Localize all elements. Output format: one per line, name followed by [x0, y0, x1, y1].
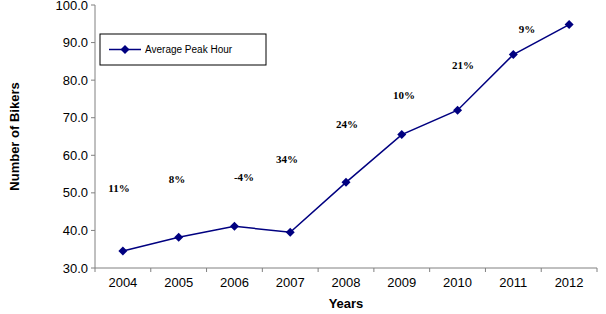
- x-tick-separator: [541, 268, 542, 272]
- y-tick: [91, 230, 95, 231]
- x-tick-label: 2005: [164, 275, 193, 290]
- x-tick-separator: [95, 268, 96, 272]
- annotation: -4%: [234, 171, 254, 183]
- annotation: 9%: [519, 23, 536, 35]
- data-point: [118, 247, 127, 256]
- y-tick-label: 70.0: [63, 110, 88, 125]
- x-tick-label: 2012: [555, 275, 584, 290]
- x-tick-label: 2007: [276, 275, 305, 290]
- x-tick-separator: [485, 268, 486, 272]
- data-point: [565, 20, 574, 29]
- y-tick-label: 40.0: [63, 223, 88, 238]
- data-point: [453, 106, 462, 115]
- data-point: [397, 130, 406, 139]
- y-tick-label: 80.0: [63, 73, 88, 88]
- data-point: [286, 228, 295, 237]
- x-tick-separator: [150, 268, 151, 272]
- y-tick: [91, 5, 95, 6]
- y-tick: [91, 192, 95, 193]
- y-tick: [91, 155, 95, 156]
- data-point: [230, 222, 239, 231]
- annotation: 21%: [452, 59, 474, 71]
- annotation: 11%: [108, 182, 129, 194]
- y-tick-label: 90.0: [63, 35, 88, 50]
- y-tick-label: 60.0: [63, 148, 88, 163]
- x-tick-label: 2004: [108, 275, 137, 290]
- y-tick: [91, 80, 95, 81]
- legend-label: Average Peak Hour: [145, 44, 233, 55]
- x-tick-label: 2009: [387, 275, 416, 290]
- data-point: [174, 233, 183, 242]
- x-tick-label: 2006: [220, 275, 249, 290]
- x-tick-label: 2010: [443, 275, 472, 290]
- x-tick-label: 2011: [499, 275, 527, 290]
- data-point: [342, 178, 351, 187]
- x-tick-separator: [206, 268, 207, 272]
- x-tick-separator: [262, 268, 263, 272]
- legend: Average Peak Hour: [100, 34, 266, 65]
- annotation: 24%: [336, 118, 358, 130]
- legend-box: [100, 34, 266, 65]
- legend-marker: [121, 45, 130, 54]
- x-tick-separator: [429, 268, 430, 272]
- y-tick-label: 30.0: [63, 261, 88, 276]
- x-tick-separator: [597, 268, 598, 272]
- annotation: 34%: [276, 153, 298, 165]
- y-tick: [91, 42, 95, 43]
- y-axis-title: Number of Bikers: [7, 82, 22, 190]
- annotation: 8%: [169, 173, 186, 185]
- y-tick-label: 100.0: [55, 0, 88, 13]
- chart: 30.0 40.0 50.0 60.0 70.0 80.0 90.0 100.0 2004 200…: [0, 0, 606, 314]
- x-axis-title: Years: [329, 296, 364, 311]
- y-tick-label: 50.0: [63, 185, 88, 200]
- y-tick: [91, 268, 95, 269]
- x-tick-label: 2008: [332, 275, 361, 290]
- x-axis: [95, 268, 597, 269]
- data-point: [509, 50, 518, 59]
- y-axis: [95, 5, 96, 268]
- annotation: 10%: [393, 89, 415, 101]
- x-tick-separator: [318, 268, 319, 272]
- x-tick-separator: [373, 268, 374, 272]
- y-tick: [91, 117, 95, 118]
